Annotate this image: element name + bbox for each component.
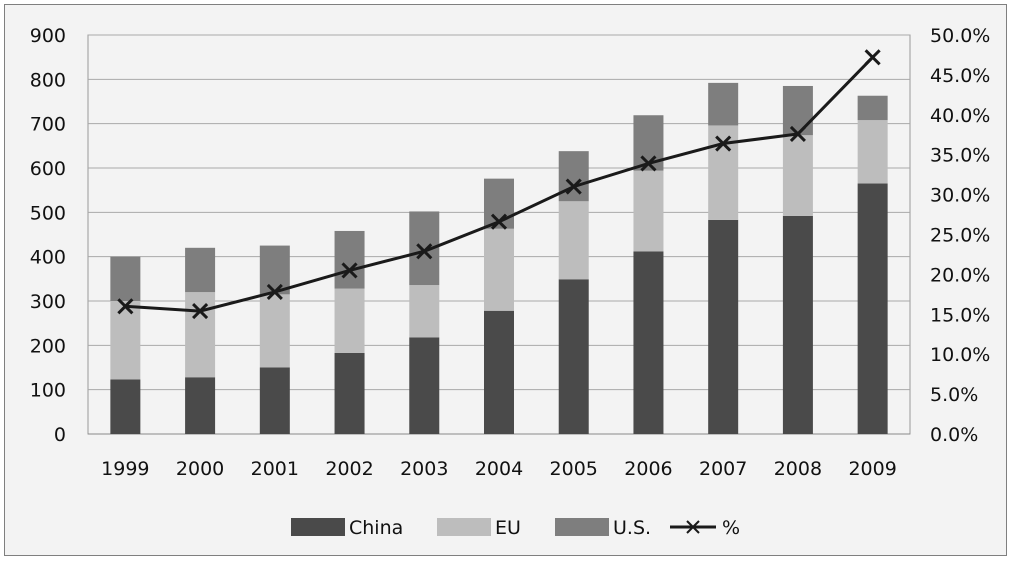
- bar-eu-2003: [409, 285, 440, 338]
- bar-eu-2008: [782, 135, 813, 216]
- legend-label-percent: %: [722, 517, 740, 539]
- y-left-tick-label: 200: [30, 335, 66, 357]
- y-left-tick-label: 900: [30, 25, 66, 47]
- marker-percent-2006: [640, 155, 657, 172]
- x-tick-label: 2008: [774, 458, 822, 480]
- legend-swatch-eu: [437, 518, 491, 536]
- bar-eu-2000: [185, 292, 216, 378]
- bar-eu-2002: [334, 288, 365, 353]
- marker-percent-2002: [341, 262, 358, 279]
- bar-eu-2005: [558, 201, 589, 280]
- bar-china-2005: [558, 279, 589, 434]
- marker-percent-2004: [490, 213, 508, 230]
- bar-eu-2001: [259, 294, 290, 368]
- bar-eu-2004: [484, 228, 514, 311]
- bar-us-2000: [185, 247, 216, 293]
- bar-china-2001: [259, 367, 290, 434]
- y-left-tick-label: 0: [54, 424, 66, 446]
- legend-label-us: U.S.: [613, 517, 651, 539]
- bar-eu-2006: [633, 170, 664, 252]
- y-right-tick-label: 40.0%: [930, 105, 990, 127]
- x-tick-label: 2009: [848, 458, 896, 480]
- y-left-tick-label: 600: [30, 158, 66, 180]
- y-left-tick-label: 700: [30, 114, 66, 136]
- legend-label-eu: EU: [495, 517, 521, 539]
- legend-label-china: China: [349, 517, 403, 539]
- bar-us-2007: [708, 82, 739, 126]
- bar-us-1999: [110, 256, 141, 301]
- bar-china-2008: [782, 215, 813, 434]
- legend: China EU U.S.%: [291, 517, 740, 539]
- x-tick-label: 2000: [176, 458, 224, 480]
- x-tick-label: 1999: [101, 458, 149, 480]
- y-right-tick-label: 5.0%: [930, 384, 978, 406]
- bar-us-2002: [334, 230, 365, 289]
- x-tick-label: 2005: [550, 458, 598, 480]
- x-tick-label: 2003: [400, 458, 448, 480]
- y-right-tick-label: 45.0%: [930, 65, 990, 87]
- y-right-tick-label: 15.0%: [930, 304, 990, 326]
- y-left-tick-label: 800: [30, 69, 66, 91]
- y-left-tick-label: 500: [30, 202, 66, 224]
- bar-china-2009: [857, 183, 888, 434]
- bar-eu-2007: [708, 125, 739, 220]
- y-right-tick-label: 50.0%: [930, 25, 990, 47]
- bar-china-2007: [708, 219, 739, 434]
- y-right-tick-label: 10.0%: [930, 344, 990, 366]
- y-left-tick-label: 400: [30, 247, 66, 269]
- y-left-tick-label: 100: [30, 380, 66, 402]
- marker-percent-2001: [266, 283, 283, 301]
- y-right-tick-label: 30.0%: [930, 185, 990, 207]
- y-right-tick-label: 0.0%: [930, 424, 978, 446]
- marker-percent-2008: [789, 125, 806, 143]
- x-tick-label: 2007: [699, 458, 747, 480]
- bar-us-2005: [558, 151, 589, 202]
- bar-us-2009: [857, 95, 888, 121]
- bar-china-1999: [110, 379, 141, 434]
- marker-percent-2000: [192, 303, 209, 320]
- bar-eu-1999: [110, 301, 141, 380]
- legend-swatch-china: [291, 518, 345, 536]
- bar-china-2000: [185, 377, 216, 434]
- bar-china-2003: [409, 337, 440, 434]
- bar-china-2002: [334, 352, 365, 434]
- legend-swatch-us: [555, 518, 609, 536]
- x-tick-label: 2004: [475, 458, 523, 480]
- marker-percent-1999: [117, 298, 134, 315]
- bar-china-2004: [484, 310, 514, 434]
- x-tick-label: 2002: [325, 458, 373, 480]
- bar-us-2008: [782, 85, 813, 136]
- marker-percent-2005: [565, 178, 582, 195]
- marker-percent-2009: [864, 49, 881, 66]
- y-right-tick-label: 25.0%: [930, 225, 990, 247]
- bar-us-2001: [259, 245, 290, 295]
- bar-china-2006: [633, 251, 664, 434]
- marker-percent-2007: [715, 135, 732, 152]
- y-right-tick-label: 20.0%: [930, 264, 990, 286]
- x-tick-label: 2006: [624, 458, 672, 480]
- bar-eu-2009: [857, 120, 888, 184]
- y-left-tick-label: 300: [30, 291, 66, 313]
- x-tick-label: 2001: [251, 458, 299, 480]
- legend-marker-percent: [686, 520, 700, 534]
- marker-percent-2003: [416, 243, 433, 260]
- y-right-tick-label: 35.0%: [930, 145, 990, 167]
